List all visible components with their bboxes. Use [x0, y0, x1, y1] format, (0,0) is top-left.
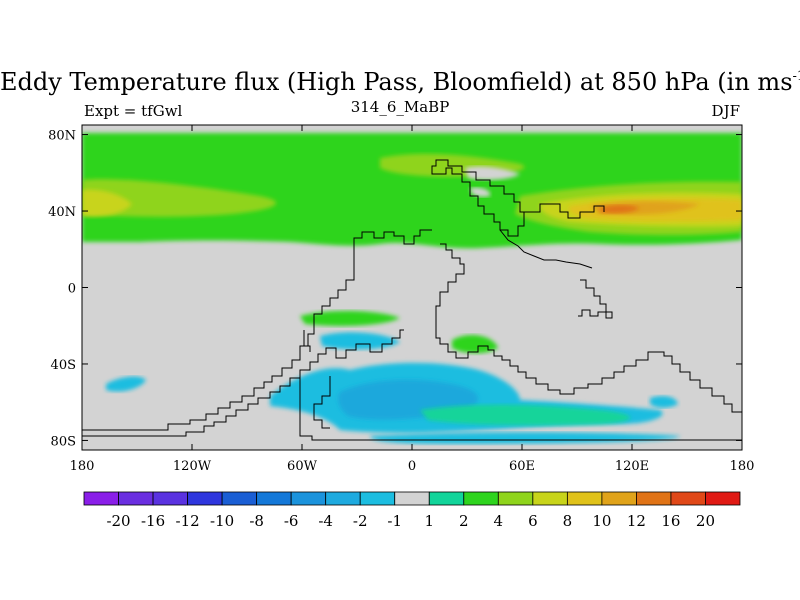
- contour-band-6to8-pacific: [82, 189, 132, 217]
- colorbar-label: 1: [424, 512, 434, 530]
- coastline-ridge-inner: [313, 376, 331, 429]
- coastline-eurasia-north: [520, 203, 605, 219]
- colorbar-swatch: [325, 491, 361, 506]
- colorbar-label: -20: [106, 512, 130, 530]
- colorbar-label: 20: [696, 512, 715, 530]
- x-axis: 180 120W 60W 0 60E 120E 180: [70, 125, 755, 474]
- coastline-north-america: [431, 159, 525, 237]
- colorbar-swatch: [221, 491, 258, 506]
- y-tick-label: 0: [68, 282, 76, 297]
- coastline-island-arc: [578, 279, 613, 319]
- colorbar-label: -6: [284, 512, 299, 530]
- colorbar-swatch: [670, 491, 706, 506]
- contour-tropical-patch-west: [300, 310, 400, 326]
- y-axis: 80N 40N 0 40S 80S: [48, 129, 742, 449]
- contour-negative-pacific: [106, 376, 146, 392]
- colorbar-label: 2: [459, 512, 469, 530]
- season-label: DJF: [711, 102, 740, 120]
- colorbar-swatch: [118, 491, 154, 506]
- colorbar-label: 4: [494, 512, 504, 530]
- contour-gap-north-1: [465, 166, 520, 181]
- contour-tropical-patch-east: [452, 334, 498, 354]
- colorbar-label: -8: [249, 512, 264, 530]
- colorbar-swatch: [532, 491, 568, 506]
- colorbar-swatch: [256, 491, 292, 506]
- coastline-afro-eurasia: [435, 243, 742, 413]
- coastline-south-ocean-shelf: [82, 329, 404, 437]
- colorbar-swatch: [636, 491, 672, 506]
- colorbar-label: -10: [210, 512, 234, 530]
- title-main: Eddy Temperature flux (High Pass, Bloomf…: [0, 68, 793, 96]
- chart-title: Eddy Temperature flux (High Pass, Bloomf…: [0, 68, 800, 96]
- colorbar-label: -12: [176, 512, 200, 530]
- coastline-antarctic-shelf: [299, 378, 742, 441]
- x-tick-label: 0: [408, 459, 416, 474]
- colorbar-swatch: [705, 491, 741, 506]
- coastline-central-america: [499, 229, 593, 269]
- colorbar-swatch: [497, 491, 534, 506]
- plot-area: [82, 125, 742, 450]
- colorbar-swatch: [463, 491, 499, 506]
- y-tick-label: 80S: [51, 434, 76, 449]
- colorbar-swatch: [83, 491, 119, 506]
- x-tick-label: 120W: [173, 459, 212, 474]
- y-tick-label: 40N: [48, 205, 76, 220]
- colorbar-label: 10: [592, 512, 611, 530]
- colorbar-swatch: [428, 491, 465, 506]
- colorbar-swatch: [359, 491, 396, 506]
- colorbar-label: 6: [528, 512, 538, 530]
- contour-band-12to16-asia: [600, 205, 640, 214]
- coastline-west-ridge: [303, 330, 311, 352]
- colorbar-swatch: [601, 491, 637, 506]
- colorbar-swatch: [152, 491, 188, 506]
- title-superscript: -1: [792, 69, 800, 84]
- contour-band-4to6-north: [82, 179, 277, 217]
- x-tick-label: 60W: [287, 459, 318, 474]
- x-tick-label: 180: [730, 459, 755, 474]
- colorbar-swatch: [290, 491, 327, 506]
- colorbar-swatch: [187, 491, 223, 506]
- colorbar-label: 12: [627, 512, 646, 530]
- contour-negative-polar-band: [370, 432, 680, 444]
- colorbar-label: -2: [353, 512, 368, 530]
- colorbar-label: -4: [318, 512, 333, 530]
- colorbar-label: 8: [563, 512, 573, 530]
- colorbar-swatch: [566, 491, 603, 506]
- x-tick-label: 120E: [615, 459, 649, 474]
- experiment-id: 314_6_MaBP: [350, 98, 450, 116]
- y-tick-label: 80N: [48, 129, 76, 144]
- coastline-america-main: [82, 229, 432, 431]
- colorbar-label: -1: [387, 512, 402, 530]
- y-tick-label: 40S: [51, 358, 76, 373]
- contour-fills: [82, 133, 742, 444]
- continent-outlines: [82, 159, 742, 441]
- contour-negative-tropic-cyan: [320, 332, 400, 350]
- contour-negative-gap-green: [420, 404, 630, 426]
- experiment-label: Expt = tfGwl: [84, 102, 183, 120]
- x-tick-label: 60E: [509, 459, 535, 474]
- colorbar-swatch: [394, 491, 430, 506]
- colorbar: -20 -16 -12 -10 -8 -6 -4 -2 -1 1 2 4 6 8 10 12 16 20: [83, 491, 741, 530]
- contour-gap-north-2: [470, 187, 491, 197]
- contour-negative-south-east: [650, 396, 678, 408]
- colorbar-label: -16: [141, 512, 165, 530]
- colorbar-label: 16: [661, 512, 680, 530]
- x-tick-label: 180: [70, 459, 95, 474]
